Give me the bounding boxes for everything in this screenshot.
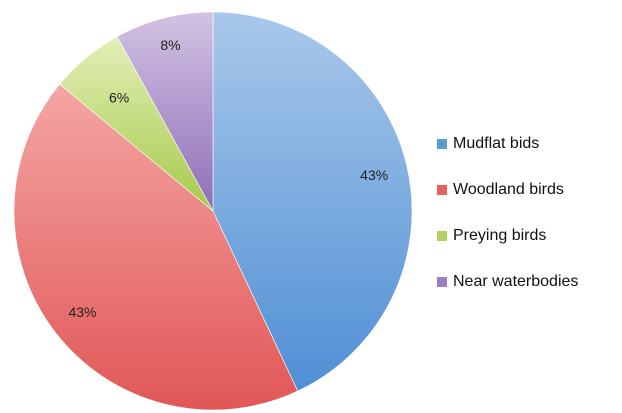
legend-label-preying-birds: Preying birds	[453, 227, 547, 244]
pie-slice-mudflat-bids	[212, 11, 413, 392]
pie-labels: 43% 43% 6% 8%	[68, 37, 388, 320]
legend-swatch-mudflat-bids	[437, 139, 447, 149]
pie-label-woodland-birds: 43%	[68, 304, 96, 320]
legend: Mudflat bids Woodland birds Preying birds N…	[437, 132, 578, 316]
legend-label-mudflat-bids: Mudflat bids	[453, 135, 540, 152]
legend-item-woodland-birds: Woodland birds	[437, 178, 578, 202]
pie-slice-near-waterbodies	[116, 11, 214, 212]
legend-item-near-waterbodies: Near waterbodies	[437, 270, 578, 294]
pie-slice-woodland-birds	[13, 83, 299, 411]
legend-swatch-woodland-birds	[437, 185, 447, 195]
legend-swatch-near-waterbodies	[437, 277, 447, 287]
pie-label-mudflat-bids: 43%	[360, 167, 388, 183]
pie-label-preying-birds: 6%	[109, 90, 129, 106]
legend-item-preying-birds: Preying birds	[437, 224, 578, 248]
legend-label-woodland-birds: Woodland birds	[453, 181, 564, 198]
legend-swatch-preying-birds	[437, 231, 447, 241]
pie-label-near-waterbodies: 8%	[160, 37, 180, 53]
legend-label-near-waterbodies: Near waterbodies	[453, 273, 579, 290]
legend-item-mudflat-bids: Mudflat bids	[437, 132, 578, 156]
pie-slices	[13, 11, 413, 411]
